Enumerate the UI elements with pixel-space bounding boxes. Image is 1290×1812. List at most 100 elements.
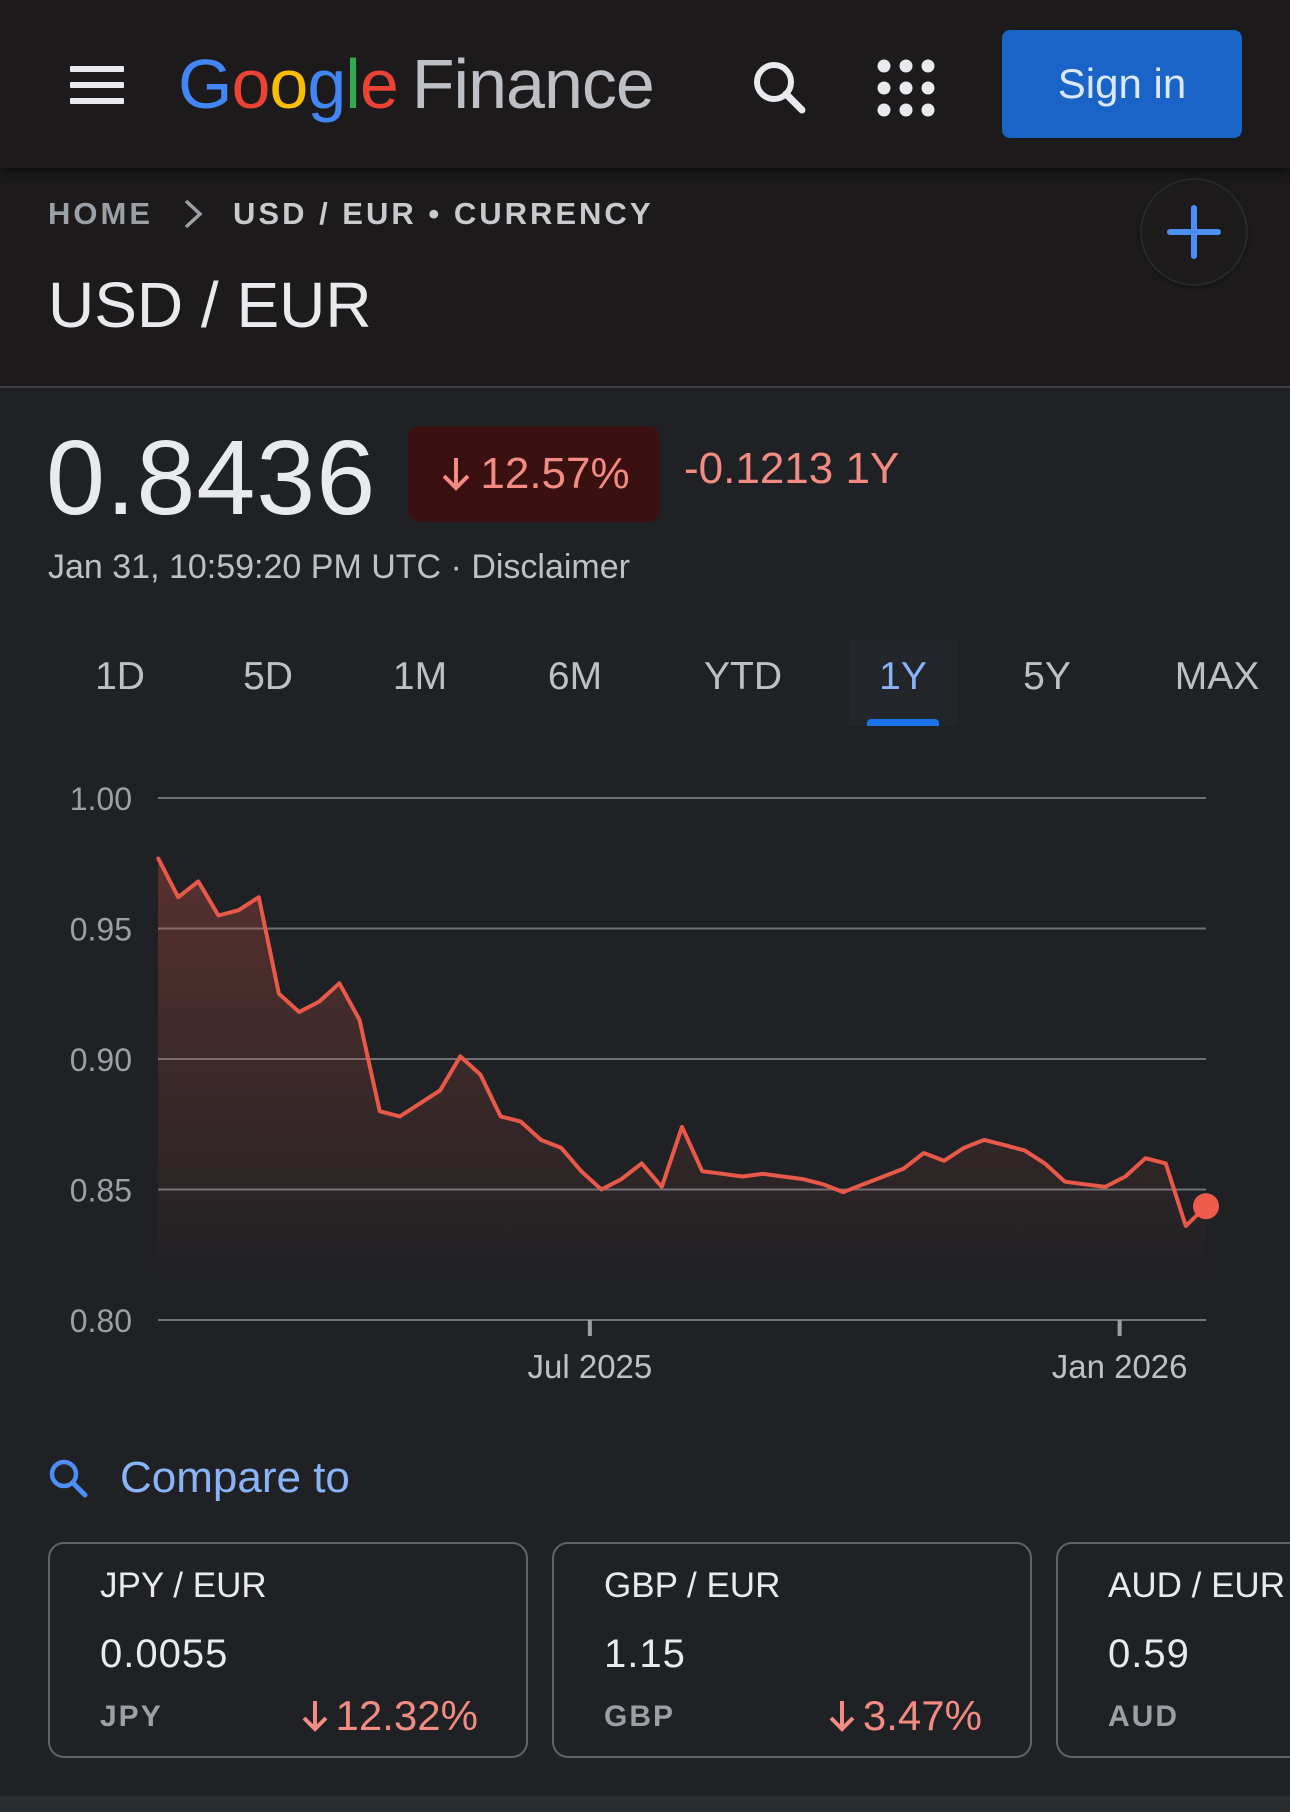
price-area-fill xyxy=(158,858,1206,1280)
compare-card-change: 3.47% xyxy=(825,1692,982,1740)
google-apps-button[interactable] xyxy=(870,52,942,124)
logo-finance-text: Finance xyxy=(411,45,655,123)
google-finance-logo[interactable]: Google Finance xyxy=(178,44,655,124)
price-chart[interactable]: 1.00 0.95 0.90 0.85 0.80 Jul 2025 Jan 2026 xyxy=(0,760,1290,1410)
price-point xyxy=(559,1146,563,1150)
logo-letter: o xyxy=(269,45,308,123)
price-point xyxy=(257,895,261,899)
price-point xyxy=(781,1175,785,1178)
range-tab-1m[interactable]: 1M xyxy=(368,640,472,726)
compare-card-change-value: 3.47% xyxy=(862,1692,982,1739)
y-tick-label: 0.95 xyxy=(70,912,132,948)
price-point xyxy=(479,1073,482,1077)
price-point xyxy=(237,908,241,912)
search-button[interactable] xyxy=(744,52,816,124)
price-point xyxy=(539,1138,543,1142)
y-tick-label: 0.85 xyxy=(70,1173,132,1209)
price-point xyxy=(720,1172,724,1176)
price-point xyxy=(297,1010,301,1014)
price-point xyxy=(1063,1180,1067,1184)
price-point xyxy=(337,981,341,985)
price-point xyxy=(882,1175,885,1178)
y-tick-label: 0.80 xyxy=(70,1303,132,1339)
arrow-down-icon xyxy=(302,1701,327,1732)
compare-card-pair: AUD / EUR xyxy=(1108,1566,1285,1605)
compare-to-label: Compare to xyxy=(120,1453,350,1502)
price-point xyxy=(801,1177,805,1181)
price-point xyxy=(660,1185,664,1189)
range-tab-label: YTD xyxy=(704,655,782,698)
range-tab-label: 1D xyxy=(95,655,145,698)
price-point xyxy=(761,1172,765,1176)
price-point xyxy=(1184,1224,1188,1228)
arrow-down-icon xyxy=(442,458,470,491)
price-point xyxy=(841,1190,845,1194)
range-tab-1d[interactable]: 1D xyxy=(72,640,168,726)
range-tab-label: 1M xyxy=(392,655,448,698)
range-tab-ytd[interactable]: YTD xyxy=(675,640,811,726)
compare-card-aud[interactable]: AUD / EUR 0.59 AUD xyxy=(1056,1542,1290,1758)
price-point xyxy=(217,914,220,917)
price-point xyxy=(1164,1161,1168,1165)
breadcrumb: HOME USD / EUR • CURRENCY xyxy=(48,192,654,236)
arrow-down-icon xyxy=(829,1701,855,1732)
price-point xyxy=(196,880,200,883)
price-point xyxy=(156,856,160,860)
app-bar: Google Finance Sign in xyxy=(0,0,1290,168)
disclaimer-link[interactable]: Disclaimer xyxy=(471,548,630,586)
add-to-watchlist-button[interactable] xyxy=(1142,180,1246,284)
range-tab-5d[interactable]: 5D xyxy=(220,640,316,726)
range-tab-1y[interactable]: 1Y xyxy=(849,640,957,726)
price-point xyxy=(499,1114,503,1118)
price-point xyxy=(1083,1182,1087,1186)
range-tab-label: 5Y xyxy=(1023,655,1071,698)
logo-letter: l xyxy=(345,45,361,123)
range-tab-label: MAX xyxy=(1174,655,1260,698)
menu-icon-bar xyxy=(70,66,124,72)
current-price-dot xyxy=(1193,1193,1219,1220)
price-point xyxy=(1123,1175,1127,1178)
compare-card-symbol: AUD xyxy=(1108,1700,1179,1733)
price-point xyxy=(620,1177,623,1181)
price-point xyxy=(700,1169,704,1173)
compare-cards: JPY / EUR 0.0055 JPY 12.32% GBP / EUR 1.15 GBP… xyxy=(0,1542,1290,1758)
quote-timestamp: Jan 31, 10:59:20 PM UTC · Disclaimer xyxy=(48,548,630,587)
sign-in-button[interactable]: Sign in xyxy=(1002,30,1242,138)
price-point xyxy=(902,1167,906,1171)
compare-to-button[interactable]: Compare to xyxy=(46,1450,350,1506)
x-tick-label: Jan 2026 xyxy=(1052,1348,1188,1385)
range-tab-label: 6M xyxy=(547,655,603,698)
search-icon xyxy=(49,1459,88,1498)
compare-card-gbp[interactable]: GBP / EUR 1.15 GBP 3.47% xyxy=(552,1542,1032,1758)
logo-letter: e xyxy=(359,45,399,123)
price-point xyxy=(1003,1143,1006,1147)
logo-letter: G xyxy=(178,45,232,123)
bottom-divider xyxy=(0,1796,1290,1812)
change-absolute: -0.1213 1Y xyxy=(684,444,900,493)
price-point xyxy=(398,1114,402,1118)
compare-card-change-value: 12.32% xyxy=(335,1692,478,1739)
page-title: USD / EUR xyxy=(48,269,372,341)
menu-button[interactable] xyxy=(58,56,136,114)
chevron-right-icon xyxy=(184,199,203,229)
compare-card-value: 1.15 xyxy=(604,1632,686,1676)
timestamp-text: Jan 31, 10:59:20 PM UTC · xyxy=(48,548,472,586)
price-point xyxy=(599,1188,603,1191)
range-tab-5y[interactable]: 5Y xyxy=(995,640,1099,726)
compare-card-jpy[interactable]: JPY / EUR 0.0055 JPY 12.32% xyxy=(48,1542,528,1758)
menu-icon-bar xyxy=(70,82,124,88)
y-tick-label: 1.00 xyxy=(70,781,132,817)
price-point xyxy=(458,1054,462,1058)
price-point xyxy=(438,1088,442,1092)
price-point xyxy=(821,1182,825,1186)
price-point xyxy=(579,1169,583,1173)
change-percent-badge: 12.57% xyxy=(408,426,660,522)
price-point xyxy=(942,1159,946,1163)
range-tab-6m[interactable]: 6M xyxy=(523,640,627,726)
price-point xyxy=(962,1146,966,1150)
breadcrumb-home-link[interactable]: HOME xyxy=(48,196,153,231)
price-point xyxy=(176,895,180,899)
range-tab-label: 1Y xyxy=(879,655,927,698)
range-tabs: 1D 5D 1M 6M YTD 1Y 5Y MAX xyxy=(0,640,1290,726)
range-tab-max[interactable]: MAX xyxy=(1147,640,1287,726)
